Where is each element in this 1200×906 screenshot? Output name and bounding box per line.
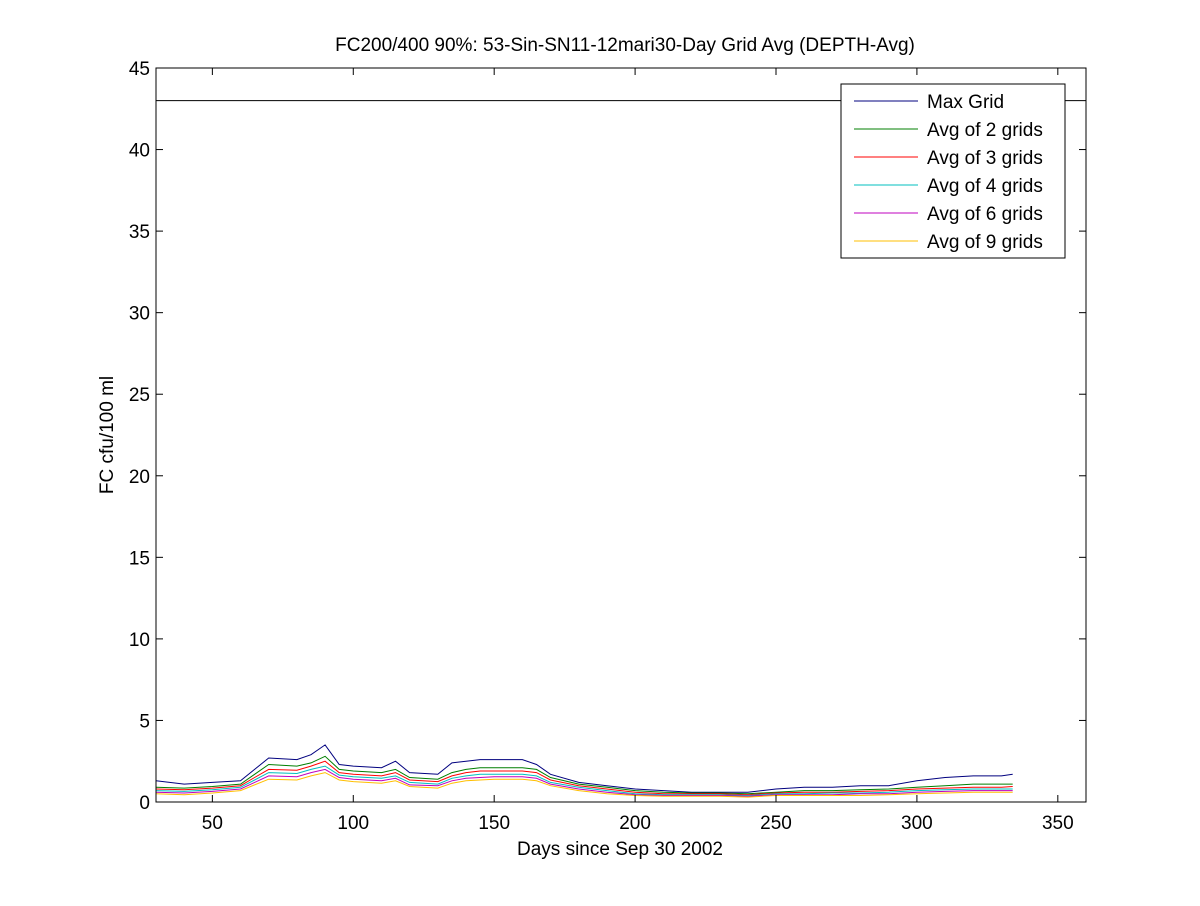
plot-frame xyxy=(155,67,1087,803)
y-tick-label: 10 xyxy=(129,630,150,651)
series-line-4 xyxy=(155,765,1013,797)
x-tick-label: 200 xyxy=(619,813,651,834)
series-line-3 xyxy=(155,760,1013,796)
y-tick-label: 45 xyxy=(129,59,150,80)
x-tick-label: 300 xyxy=(901,813,933,834)
legend-label: Max Grid xyxy=(927,92,1004,113)
legend-label: Avg of 6 grids xyxy=(927,204,1043,225)
y-tick-label: 5 xyxy=(139,711,150,732)
legend: Max Grid Avg of 2 grids Avg of 3 grids Avg … xyxy=(840,83,1066,259)
legend-label: Avg of 2 grids xyxy=(927,120,1043,141)
x-tick-label: 250 xyxy=(760,813,792,834)
legend-box xyxy=(840,83,1066,259)
x-tick-label: 50 xyxy=(202,813,223,834)
y-tick-label: 15 xyxy=(129,548,150,569)
x-axis-label: Days since Sep 30 2002 xyxy=(517,839,723,860)
y-tick-label: 30 xyxy=(129,304,150,325)
x-tick-label: 350 xyxy=(1042,813,1074,834)
series-line-2 xyxy=(155,755,1013,795)
y-tick-label: 20 xyxy=(129,467,150,488)
y-tick-label: 25 xyxy=(129,385,150,406)
x-tick-label: 100 xyxy=(337,813,369,834)
y-tick-label: 40 xyxy=(129,141,150,162)
legend-label: Avg of 3 grids xyxy=(927,148,1043,169)
series-line-6 xyxy=(155,772,1013,798)
series-line-5 xyxy=(155,768,1013,797)
x-tick-label: 150 xyxy=(478,813,510,834)
legend-label: Avg of 4 grids xyxy=(927,176,1043,197)
series-line-1 xyxy=(155,744,1013,793)
y-tick-label: 0 xyxy=(139,793,150,814)
y-tick-label: 35 xyxy=(129,222,150,243)
y-axis-label: FC cfu/100 ml xyxy=(97,376,118,494)
chart-title: FC200/400 90%: 53-Sin-SN11-12mari30-Day … xyxy=(335,35,915,56)
legend-label: Avg of 9 grids xyxy=(927,232,1043,253)
